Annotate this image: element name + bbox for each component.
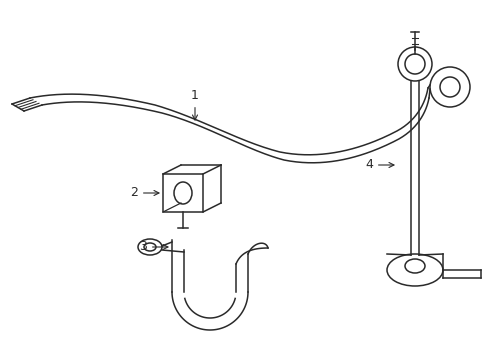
Text: 2: 2	[130, 186, 159, 199]
Text: 4: 4	[365, 158, 393, 171]
Text: 1: 1	[191, 89, 199, 120]
Text: 3: 3	[139, 240, 168, 253]
